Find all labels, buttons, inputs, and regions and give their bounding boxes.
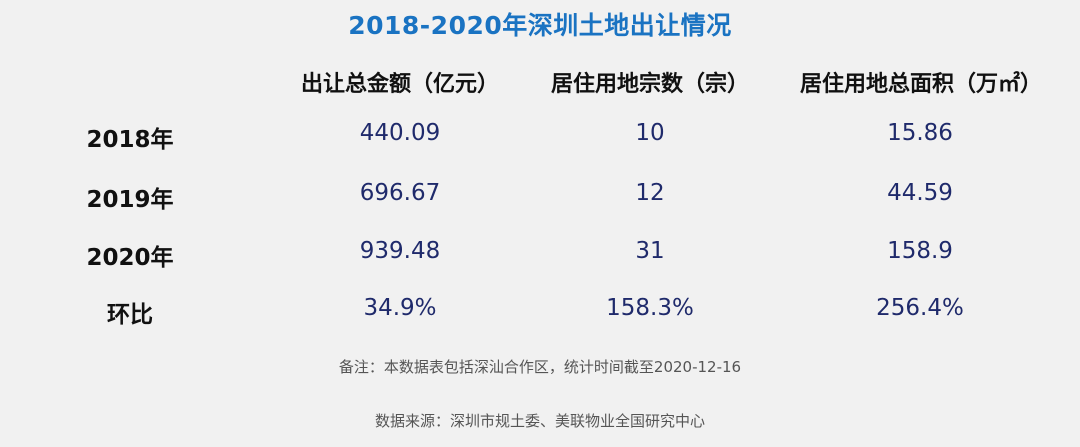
table-title: 2018-2020年深圳土地出让情况 (348, 11, 732, 40)
column-header-area: 居住用地总面积（万㎡） (800, 72, 1043, 97)
cell-2018-amount: 440.09 (359, 120, 441, 146)
data-source: 数据来源：深圳市规土委、美联物业全国研究中心 (374, 412, 705, 430)
cell-2019-area: 44.59 (887, 180, 953, 206)
cell-2018-area: 15.86 (887, 120, 953, 146)
cell-2020-area: 158.9 (887, 238, 953, 264)
column-header-parcels: 居住用地宗数（宗） (550, 72, 749, 97)
cell-growth-area: 256.4% (876, 295, 964, 321)
footnote: 备注：本数据表包括深汕合作区，统计时间截至2020-12-16 (338, 358, 742, 376)
row-label-growth: 环比 (107, 302, 153, 328)
row-label-2018: 2018年 (86, 127, 174, 153)
cell-2020-parcels: 31 (635, 238, 665, 264)
row-label-2019: 2019年 (86, 187, 174, 213)
cell-2019-amount: 696.67 (359, 180, 441, 206)
column-header-amount: 出让总金额（亿元） (300, 72, 499, 97)
cell-2018-parcels: 10 (635, 120, 665, 146)
row-label-2020: 2020年 (86, 245, 174, 271)
cell-growth-amount: 34.9% (363, 295, 437, 321)
cell-2019-parcels: 12 (635, 180, 665, 206)
cell-growth-parcels: 158.3% (606, 295, 694, 321)
cell-2020-amount: 939.48 (359, 238, 441, 264)
